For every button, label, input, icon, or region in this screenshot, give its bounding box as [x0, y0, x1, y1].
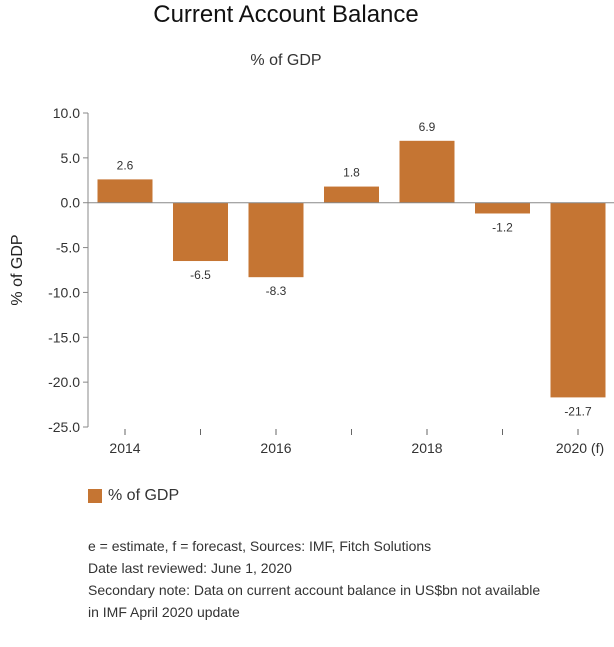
- data-label: -21.7: [564, 404, 592, 418]
- footnotes: e = estimate, f = forecast, Sources: IMF…: [88, 535, 598, 623]
- y-tick-label: -5.0: [56, 240, 80, 256]
- y-tick-label: -20.0: [48, 374, 80, 390]
- data-label: -8.3: [266, 284, 287, 298]
- footnote-sources: e = estimate, f = forecast, Sources: IMF…: [88, 538, 432, 554]
- bar: [97, 179, 153, 203]
- data-label: 1.8: [343, 166, 360, 180]
- legend-label: % of GDP: [108, 487, 180, 504]
- y-tick-label: -10.0: [48, 284, 80, 300]
- y-tick-label: 5.0: [61, 150, 81, 166]
- bar: [399, 140, 455, 203]
- x-tick-label: 2016: [260, 440, 291, 456]
- footnote-secondary-cont: in IMF April 2020 update: [88, 604, 240, 620]
- y-axis-title: % of GDP: [9, 234, 26, 305]
- y-tick-label: 0.0: [61, 195, 81, 211]
- x-tick-label: 2014: [109, 440, 140, 456]
- chart-title: Current Account Balance: [153, 1, 419, 28]
- bar: [324, 186, 379, 203]
- bar-chart: 10.0 5.0 0.0 -5.0 -10.0 -15.0 -20.0 -25.0 % of G…: [9, 105, 614, 456]
- data-label: -1.2: [492, 220, 513, 234]
- y-tick-label: -15.0: [48, 329, 80, 345]
- bar: [475, 202, 530, 214]
- x-tick-label: 2018: [411, 440, 442, 456]
- footnote-date: Date last reviewed: June 1, 2020: [88, 560, 292, 576]
- chart-subtitle: % of GDP: [250, 52, 322, 69]
- legend-swatch: [88, 489, 102, 503]
- legend[interactable]: % of GDP: [88, 487, 179, 505]
- data-label: -6.5: [190, 268, 211, 282]
- footnote-secondary: Secondary note: Data on current account …: [88, 582, 541, 598]
- y-tick-label: -25.0: [48, 419, 80, 435]
- y-tick-label: 10.0: [53, 105, 80, 121]
- bar: [550, 202, 606, 398]
- data-label: 2.6: [117, 158, 134, 172]
- bar: [173, 202, 228, 262]
- data-label: 6.9: [419, 120, 436, 134]
- x-tick-label: 2020 (f): [556, 440, 604, 456]
- bar: [248, 202, 304, 278]
